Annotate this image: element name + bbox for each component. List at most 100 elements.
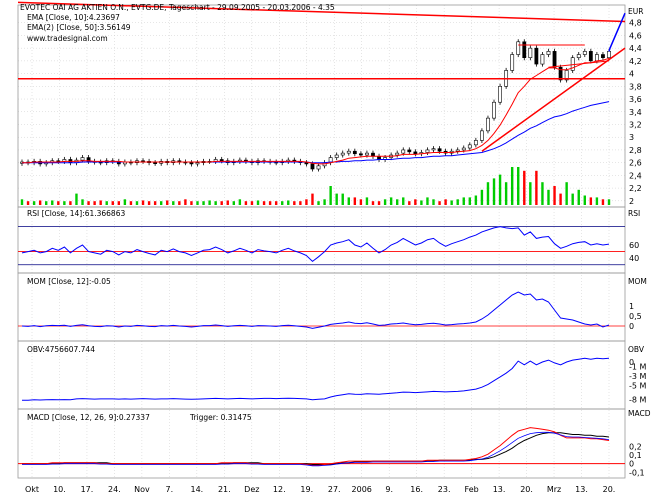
volume-bar — [250, 201, 254, 205]
x-tick-label: Feb — [465, 485, 479, 494]
volume-bar — [214, 201, 217, 205]
candle-body — [310, 163, 315, 170]
x-tick-label: 10. — [53, 485, 66, 494]
candle-body — [528, 47, 533, 59]
volume-bar — [535, 170, 538, 205]
candle-body — [365, 152, 369, 156]
x-tick-label: Dez — [244, 485, 259, 494]
candle-body — [334, 154, 339, 158]
candle-body — [546, 51, 551, 55]
rising-trendline — [481, 47, 626, 152]
x-tick-label: 24. — [108, 485, 121, 494]
candle-body — [480, 130, 484, 141]
candle-body — [401, 149, 406, 154]
y-axis: 4,8 4,6 4,4 4,2 4 3,8 3,6 3,4 3,2 3 2,8 2,6 2,4 2,2 2 6… — [629, 19, 647, 478]
x-tick-label: 12. — [273, 485, 286, 494]
volume-bar — [365, 197, 369, 205]
volume-bar — [93, 201, 96, 205]
volume-bar — [256, 200, 260, 205]
volume-bar — [335, 193, 338, 205]
volume-bar — [432, 199, 435, 205]
candle-body — [431, 148, 436, 151]
candle-body — [582, 51, 587, 55]
volume-bar — [299, 201, 302, 205]
projection-arrow — [608, 12, 626, 52]
volume-bar — [510, 167, 514, 205]
mom-tick-label: 0,5 — [629, 312, 642, 321]
candle-body — [534, 47, 539, 65]
mom-label: MOM [Close, 12]:-0.05 — [27, 277, 111, 286]
volume-bar — [75, 193, 78, 205]
volume-bar — [123, 199, 127, 205]
candle-body — [576, 54, 581, 59]
obv-axis-label: OBV — [628, 345, 645, 354]
macd-tick-label: 0 — [629, 460, 634, 469]
macd-axis-label: MACD — [628, 409, 651, 418]
candle-body — [153, 162, 158, 164]
x-tick-label: Okt — [25, 485, 39, 494]
volume-bar — [438, 201, 441, 205]
volume-bar — [196, 201, 199, 205]
chart-marks — [17, 1, 626, 467]
flag-bottom-line — [548, 60, 610, 68]
candle-body — [358, 153, 363, 156]
x-tick-label: 2006 — [352, 485, 372, 494]
volume-bar — [105, 201, 108, 205]
candle-body — [492, 101, 496, 119]
volume-bar — [583, 195, 586, 205]
volume-bar — [232, 201, 236, 205]
volume-bar — [172, 201, 175, 205]
candle-body — [219, 159, 224, 162]
volume-bar — [293, 201, 296, 205]
price-tick-label: 4,6 — [629, 31, 642, 40]
volume-bar — [117, 201, 121, 205]
price-unit-label: EUR — [628, 7, 643, 16]
ema-short-label: EMA [Close, 10]:4.23697 — [27, 13, 120, 22]
volume-bar — [20, 199, 24, 205]
candle-body — [607, 51, 611, 59]
volume-bar — [402, 197, 405, 205]
candle-body — [516, 41, 521, 55]
x-axis: Okt 10. 17. 24. Nov 7. 14. 21. Dez 12. 19. 27. 2006 9… — [25, 485, 615, 494]
volume-bar — [99, 200, 102, 205]
x-tick-label: 23. — [438, 485, 451, 494]
price-tick-label: 4 — [629, 70, 634, 79]
volume-bar — [166, 200, 169, 205]
mom-axis-label: MOM — [628, 277, 647, 286]
volume-bar — [329, 186, 332, 205]
volume-bar — [287, 200, 290, 205]
x-tick-label: 13. — [575, 485, 588, 494]
volume-bar — [208, 200, 211, 205]
volume-bar — [426, 197, 429, 205]
volume-bar — [159, 201, 163, 205]
volume-bar — [190, 201, 193, 205]
volume-bar — [87, 201, 90, 205]
candle-body — [340, 152, 345, 156]
candle-body — [455, 149, 460, 152]
price-tick-label: 3,8 — [629, 82, 642, 91]
volume-bar — [371, 201, 375, 205]
macd-trigger-label: Trigger: 0.31475 — [189, 413, 252, 422]
macd-signal-line — [22, 431, 610, 467]
volume-bar — [456, 199, 459, 205]
candle-body — [601, 54, 605, 59]
volume-bar — [462, 197, 465, 205]
volume-bar — [420, 200, 423, 205]
macd-label: MACD [Close, 12, 26, 9]:0.27337 — [27, 413, 150, 422]
candle-body — [558, 66, 563, 81]
volume-bar — [601, 199, 605, 205]
volume-bar — [244, 201, 248, 205]
rsi-line — [21, 226, 610, 263]
price-tick-label: 4,8 — [629, 19, 642, 28]
candle-body — [413, 151, 418, 155]
price-tick-label: 2,6 — [629, 159, 642, 168]
obv-tick-label: -3 M — [629, 372, 647, 381]
price-tick-label: 2,4 — [629, 171, 642, 180]
volume-bar — [468, 197, 472, 205]
volume-bar — [81, 199, 84, 205]
candle-body — [552, 51, 557, 68]
candle-body — [189, 162, 194, 165]
volume-bar — [408, 201, 411, 205]
volume-bar — [341, 193, 344, 205]
x-tick-label: 27. — [328, 485, 341, 494]
